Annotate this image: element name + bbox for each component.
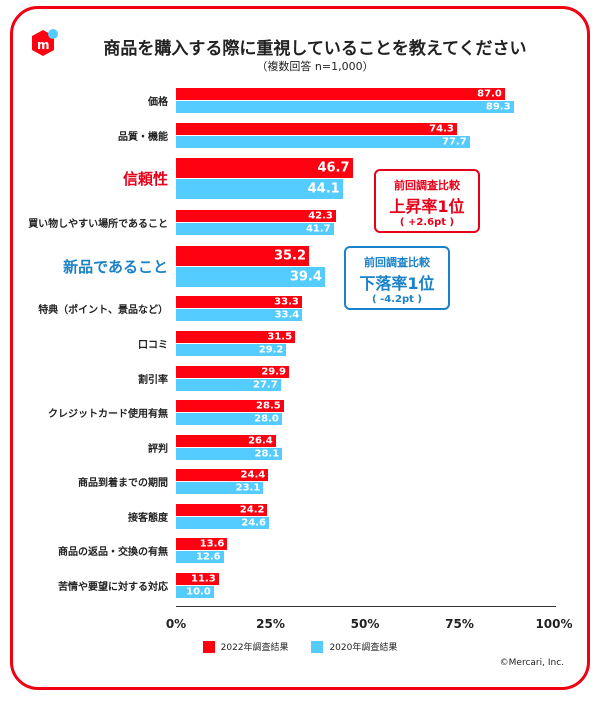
callout-down-line1: 前回調査比較 bbox=[364, 256, 430, 269]
data-label: 89.3 bbox=[485, 101, 511, 113]
bar-2020: 89.3 bbox=[176, 101, 514, 113]
bar-2022: 42.3 bbox=[176, 210, 336, 222]
bar-2020: 77.7 bbox=[176, 136, 470, 148]
callout-up-line1: 前回調査比較 bbox=[394, 179, 460, 192]
copyright: ©Mercari, Inc. bbox=[499, 658, 564, 668]
bar-2020: 28.1 bbox=[176, 448, 283, 460]
legend-label-2022: 2022年調査結果 bbox=[220, 643, 289, 653]
bar-2022: 24.4 bbox=[176, 469, 269, 481]
data-label: 23.1 bbox=[235, 482, 261, 494]
data-label: 24.6 bbox=[241, 517, 266, 529]
x-tick-label: 0% bbox=[165, 617, 187, 631]
data-label: 26.4 bbox=[248, 435, 273, 447]
data-label: 28.1 bbox=[254, 448, 280, 460]
data-label: 74.3 bbox=[429, 123, 454, 135]
category-label: 新品であること bbox=[63, 258, 168, 276]
bar-2022: 28.5 bbox=[176, 400, 284, 412]
bar-2020: 39.4 bbox=[176, 267, 325, 287]
bar-2020: 12.6 bbox=[176, 551, 224, 563]
data-label: 42.3 bbox=[308, 210, 333, 222]
category-label: 評判 bbox=[148, 444, 168, 455]
x-tick-label: 50% bbox=[350, 617, 380, 631]
chart-subtitle: （複数回答 n=1,000） bbox=[256, 60, 374, 73]
bar-2020: 27.7 bbox=[176, 379, 281, 391]
data-label: 35.2 bbox=[273, 248, 307, 264]
callout-up-line3: ( +2.6pt ) bbox=[399, 217, 455, 228]
data-label: 29.9 bbox=[261, 366, 287, 378]
bar-2022: 13.6 bbox=[176, 538, 228, 550]
callout-up-line2: 上昇率1位 bbox=[389, 197, 465, 216]
callout-up: 前回調査比較 上昇率1位 ( +2.6pt ) bbox=[374, 169, 480, 233]
data-label: 41.7 bbox=[305, 223, 331, 235]
bar-2022: 31.5 bbox=[176, 331, 296, 343]
callout-down-line2: 下落率1位 bbox=[359, 274, 435, 293]
bar-2022: 24.2 bbox=[176, 504, 268, 516]
bar-2020: 33.4 bbox=[176, 309, 303, 321]
bar-2020: 44.1 bbox=[176, 179, 343, 199]
data-label: 87.0 bbox=[477, 88, 502, 100]
legend-item-2022: 2022年調査結果 bbox=[202, 640, 289, 653]
data-label: 31.5 bbox=[267, 331, 293, 343]
chart-title: 商品を購入する際に重視していることを教えてください bbox=[103, 39, 527, 59]
data-label: 13.6 bbox=[199, 538, 225, 550]
data-label: 10.0 bbox=[186, 586, 211, 598]
bar-2022: 29.9 bbox=[176, 366, 290, 378]
data-label: 28.5 bbox=[256, 400, 281, 412]
category-label: 信頼性 bbox=[122, 170, 168, 188]
bar-2022: 87.0 bbox=[176, 88, 505, 100]
category-label: 価格 bbox=[148, 97, 168, 108]
data-label: 44.1 bbox=[307, 181, 340, 197]
svg-text:m: m bbox=[37, 38, 50, 52]
data-label: 27.7 bbox=[253, 379, 278, 391]
legend-item-2020: 2020年調査結果 bbox=[311, 640, 397, 653]
bar-2020: 23.1 bbox=[176, 482, 264, 494]
bar-2020: 24.6 bbox=[176, 517, 269, 529]
bar-2022: 11.3 bbox=[176, 573, 219, 585]
data-label: 39.4 bbox=[289, 269, 322, 285]
data-label: 24.2 bbox=[239, 504, 265, 516]
x-tick-label: 75% bbox=[445, 617, 474, 631]
x-tick-label: 25% bbox=[256, 617, 285, 631]
data-label: 11.3 bbox=[191, 573, 216, 585]
category-label: 商品の返品・交換の有無 bbox=[58, 547, 168, 558]
callout-down-line3: ( -4.2pt ) bbox=[372, 294, 422, 305]
legend-label-2020: 2020年調査結果 bbox=[329, 643, 398, 653]
bar-2022: 26.4 bbox=[176, 435, 276, 447]
category-label: 品質・機能 bbox=[118, 132, 168, 143]
data-label: 29.2 bbox=[258, 344, 284, 356]
category-label: 割引率 bbox=[138, 375, 168, 386]
bar-2020: 10.0 bbox=[176, 586, 214, 598]
bar-2020: 41.7 bbox=[176, 223, 334, 235]
card-frame bbox=[10, 6, 590, 690]
data-label: 12.6 bbox=[195, 551, 221, 563]
data-label: 46.7 bbox=[317, 160, 350, 176]
bar-2020: 29.2 bbox=[176, 344, 287, 356]
bar-2022: 35.2 bbox=[176, 246, 310, 266]
mercari-logo-icon: m bbox=[32, 29, 58, 56]
legend: 2022年調査結果 2020年調査結果 bbox=[0, 640, 600, 656]
data-label: 77.7 bbox=[442, 136, 467, 148]
x-axis-line bbox=[176, 606, 556, 607]
category-label: 特典（ポイント、景品など） bbox=[38, 305, 168, 316]
bar-2022: 46.7 bbox=[176, 158, 353, 178]
category-label: クレジットカード使用有無 bbox=[48, 409, 168, 420]
category-label: 買い物しやすい場所であること bbox=[28, 219, 168, 230]
data-label: 24.4 bbox=[240, 469, 266, 481]
bar-2022: 74.3 bbox=[176, 123, 457, 135]
data-label: 33.3 bbox=[274, 296, 299, 308]
category-label: 接客態度 bbox=[128, 513, 168, 524]
category-label: 商品到着までの期間 bbox=[78, 478, 168, 489]
x-tick-label: 100% bbox=[535, 617, 573, 631]
category-label: 苦情や要望に対する対応 bbox=[58, 582, 168, 593]
callout-down: 前回調査比較 下落率1位 ( -4.2pt ) bbox=[344, 246, 450, 310]
bar-2020: 28.0 bbox=[176, 413, 282, 425]
data-label: 33.4 bbox=[274, 309, 300, 321]
data-label: 28.0 bbox=[254, 413, 279, 425]
category-label: 口コミ bbox=[138, 340, 168, 351]
bar-2022: 33.3 bbox=[176, 296, 302, 308]
